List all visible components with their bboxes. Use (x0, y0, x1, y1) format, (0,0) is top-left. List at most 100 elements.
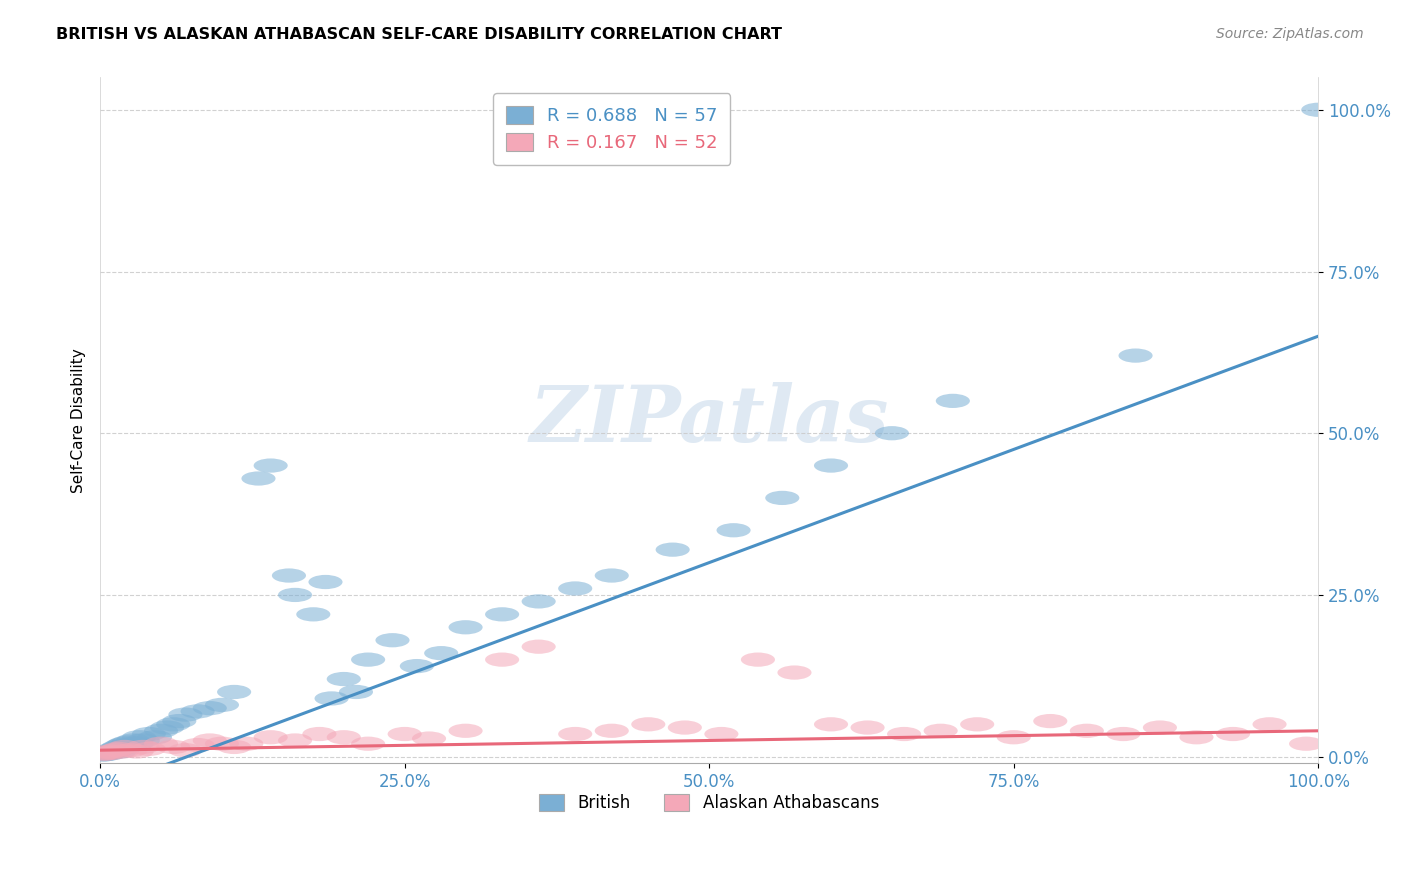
Ellipse shape (388, 727, 422, 741)
Ellipse shape (522, 594, 555, 608)
Ellipse shape (217, 685, 252, 699)
Ellipse shape (352, 653, 385, 666)
Ellipse shape (132, 727, 166, 741)
Y-axis label: Self-Care Disability: Self-Care Disability (72, 348, 86, 492)
Ellipse shape (814, 458, 848, 473)
Ellipse shape (125, 739, 160, 754)
Ellipse shape (96, 744, 129, 758)
Ellipse shape (302, 727, 336, 741)
Ellipse shape (156, 717, 190, 731)
Ellipse shape (887, 727, 921, 741)
Ellipse shape (105, 738, 139, 752)
Ellipse shape (412, 731, 446, 746)
Ellipse shape (101, 739, 135, 754)
Ellipse shape (1143, 721, 1177, 735)
Ellipse shape (595, 568, 628, 582)
Ellipse shape (96, 746, 129, 760)
Ellipse shape (558, 582, 592, 596)
Ellipse shape (449, 620, 482, 634)
Ellipse shape (704, 727, 738, 741)
Text: BRITISH VS ALASKAN ATHABASCAN SELF-CARE DISABILITY CORRELATION CHART: BRITISH VS ALASKAN ATHABASCAN SELF-CARE … (56, 27, 782, 42)
Ellipse shape (89, 747, 124, 761)
Ellipse shape (86, 747, 120, 761)
Ellipse shape (315, 691, 349, 706)
Ellipse shape (997, 731, 1031, 744)
Ellipse shape (253, 731, 288, 744)
Ellipse shape (339, 685, 373, 699)
Ellipse shape (97, 742, 132, 756)
Ellipse shape (101, 742, 135, 756)
Ellipse shape (107, 739, 142, 754)
Ellipse shape (217, 739, 252, 754)
Ellipse shape (1107, 727, 1140, 741)
Ellipse shape (1119, 349, 1153, 363)
Ellipse shape (162, 714, 197, 728)
Ellipse shape (485, 653, 519, 666)
Ellipse shape (253, 458, 288, 473)
Ellipse shape (100, 743, 134, 757)
Ellipse shape (90, 746, 125, 760)
Ellipse shape (180, 705, 215, 718)
Ellipse shape (242, 471, 276, 485)
Ellipse shape (271, 568, 307, 582)
Ellipse shape (558, 727, 592, 741)
Ellipse shape (425, 646, 458, 660)
Ellipse shape (229, 737, 263, 751)
Ellipse shape (522, 640, 555, 654)
Ellipse shape (485, 607, 519, 622)
Ellipse shape (851, 721, 884, 735)
Ellipse shape (778, 665, 811, 680)
Ellipse shape (278, 588, 312, 602)
Ellipse shape (143, 737, 179, 751)
Ellipse shape (86, 747, 120, 762)
Ellipse shape (960, 717, 994, 731)
Ellipse shape (352, 737, 385, 751)
Ellipse shape (98, 743, 134, 757)
Ellipse shape (1033, 714, 1067, 728)
Ellipse shape (114, 738, 148, 752)
Ellipse shape (138, 731, 172, 744)
Ellipse shape (1253, 717, 1286, 731)
Ellipse shape (93, 747, 127, 761)
Ellipse shape (97, 743, 131, 757)
Ellipse shape (1301, 103, 1336, 117)
Ellipse shape (278, 733, 312, 747)
Ellipse shape (1070, 723, 1104, 738)
Ellipse shape (1289, 737, 1323, 751)
Ellipse shape (169, 707, 202, 722)
Text: Source: ZipAtlas.com: Source: ZipAtlas.com (1216, 27, 1364, 41)
Ellipse shape (122, 731, 156, 744)
Ellipse shape (875, 426, 910, 441)
Ellipse shape (120, 744, 153, 758)
Ellipse shape (205, 698, 239, 712)
Ellipse shape (115, 733, 150, 747)
Ellipse shape (631, 717, 665, 731)
Ellipse shape (150, 721, 184, 735)
Ellipse shape (765, 491, 800, 505)
Ellipse shape (326, 672, 361, 686)
Ellipse shape (169, 743, 202, 757)
Ellipse shape (90, 747, 125, 761)
Ellipse shape (668, 721, 702, 735)
Ellipse shape (180, 738, 215, 752)
Ellipse shape (103, 744, 136, 758)
Ellipse shape (308, 574, 343, 589)
Ellipse shape (326, 731, 361, 744)
Ellipse shape (1180, 731, 1213, 744)
Ellipse shape (814, 717, 848, 731)
Ellipse shape (375, 633, 409, 648)
Ellipse shape (741, 653, 775, 666)
Ellipse shape (111, 735, 145, 749)
Ellipse shape (125, 733, 160, 747)
Ellipse shape (114, 743, 148, 757)
Ellipse shape (1216, 727, 1250, 741)
Legend: British, Alaskan Athabascans: British, Alaskan Athabascans (527, 782, 890, 823)
Ellipse shape (936, 393, 970, 408)
Ellipse shape (108, 739, 143, 754)
Text: ZIPatlas: ZIPatlas (530, 382, 889, 458)
Ellipse shape (93, 744, 127, 758)
Ellipse shape (89, 746, 122, 760)
Ellipse shape (205, 737, 239, 751)
Ellipse shape (297, 607, 330, 622)
Ellipse shape (655, 542, 690, 557)
